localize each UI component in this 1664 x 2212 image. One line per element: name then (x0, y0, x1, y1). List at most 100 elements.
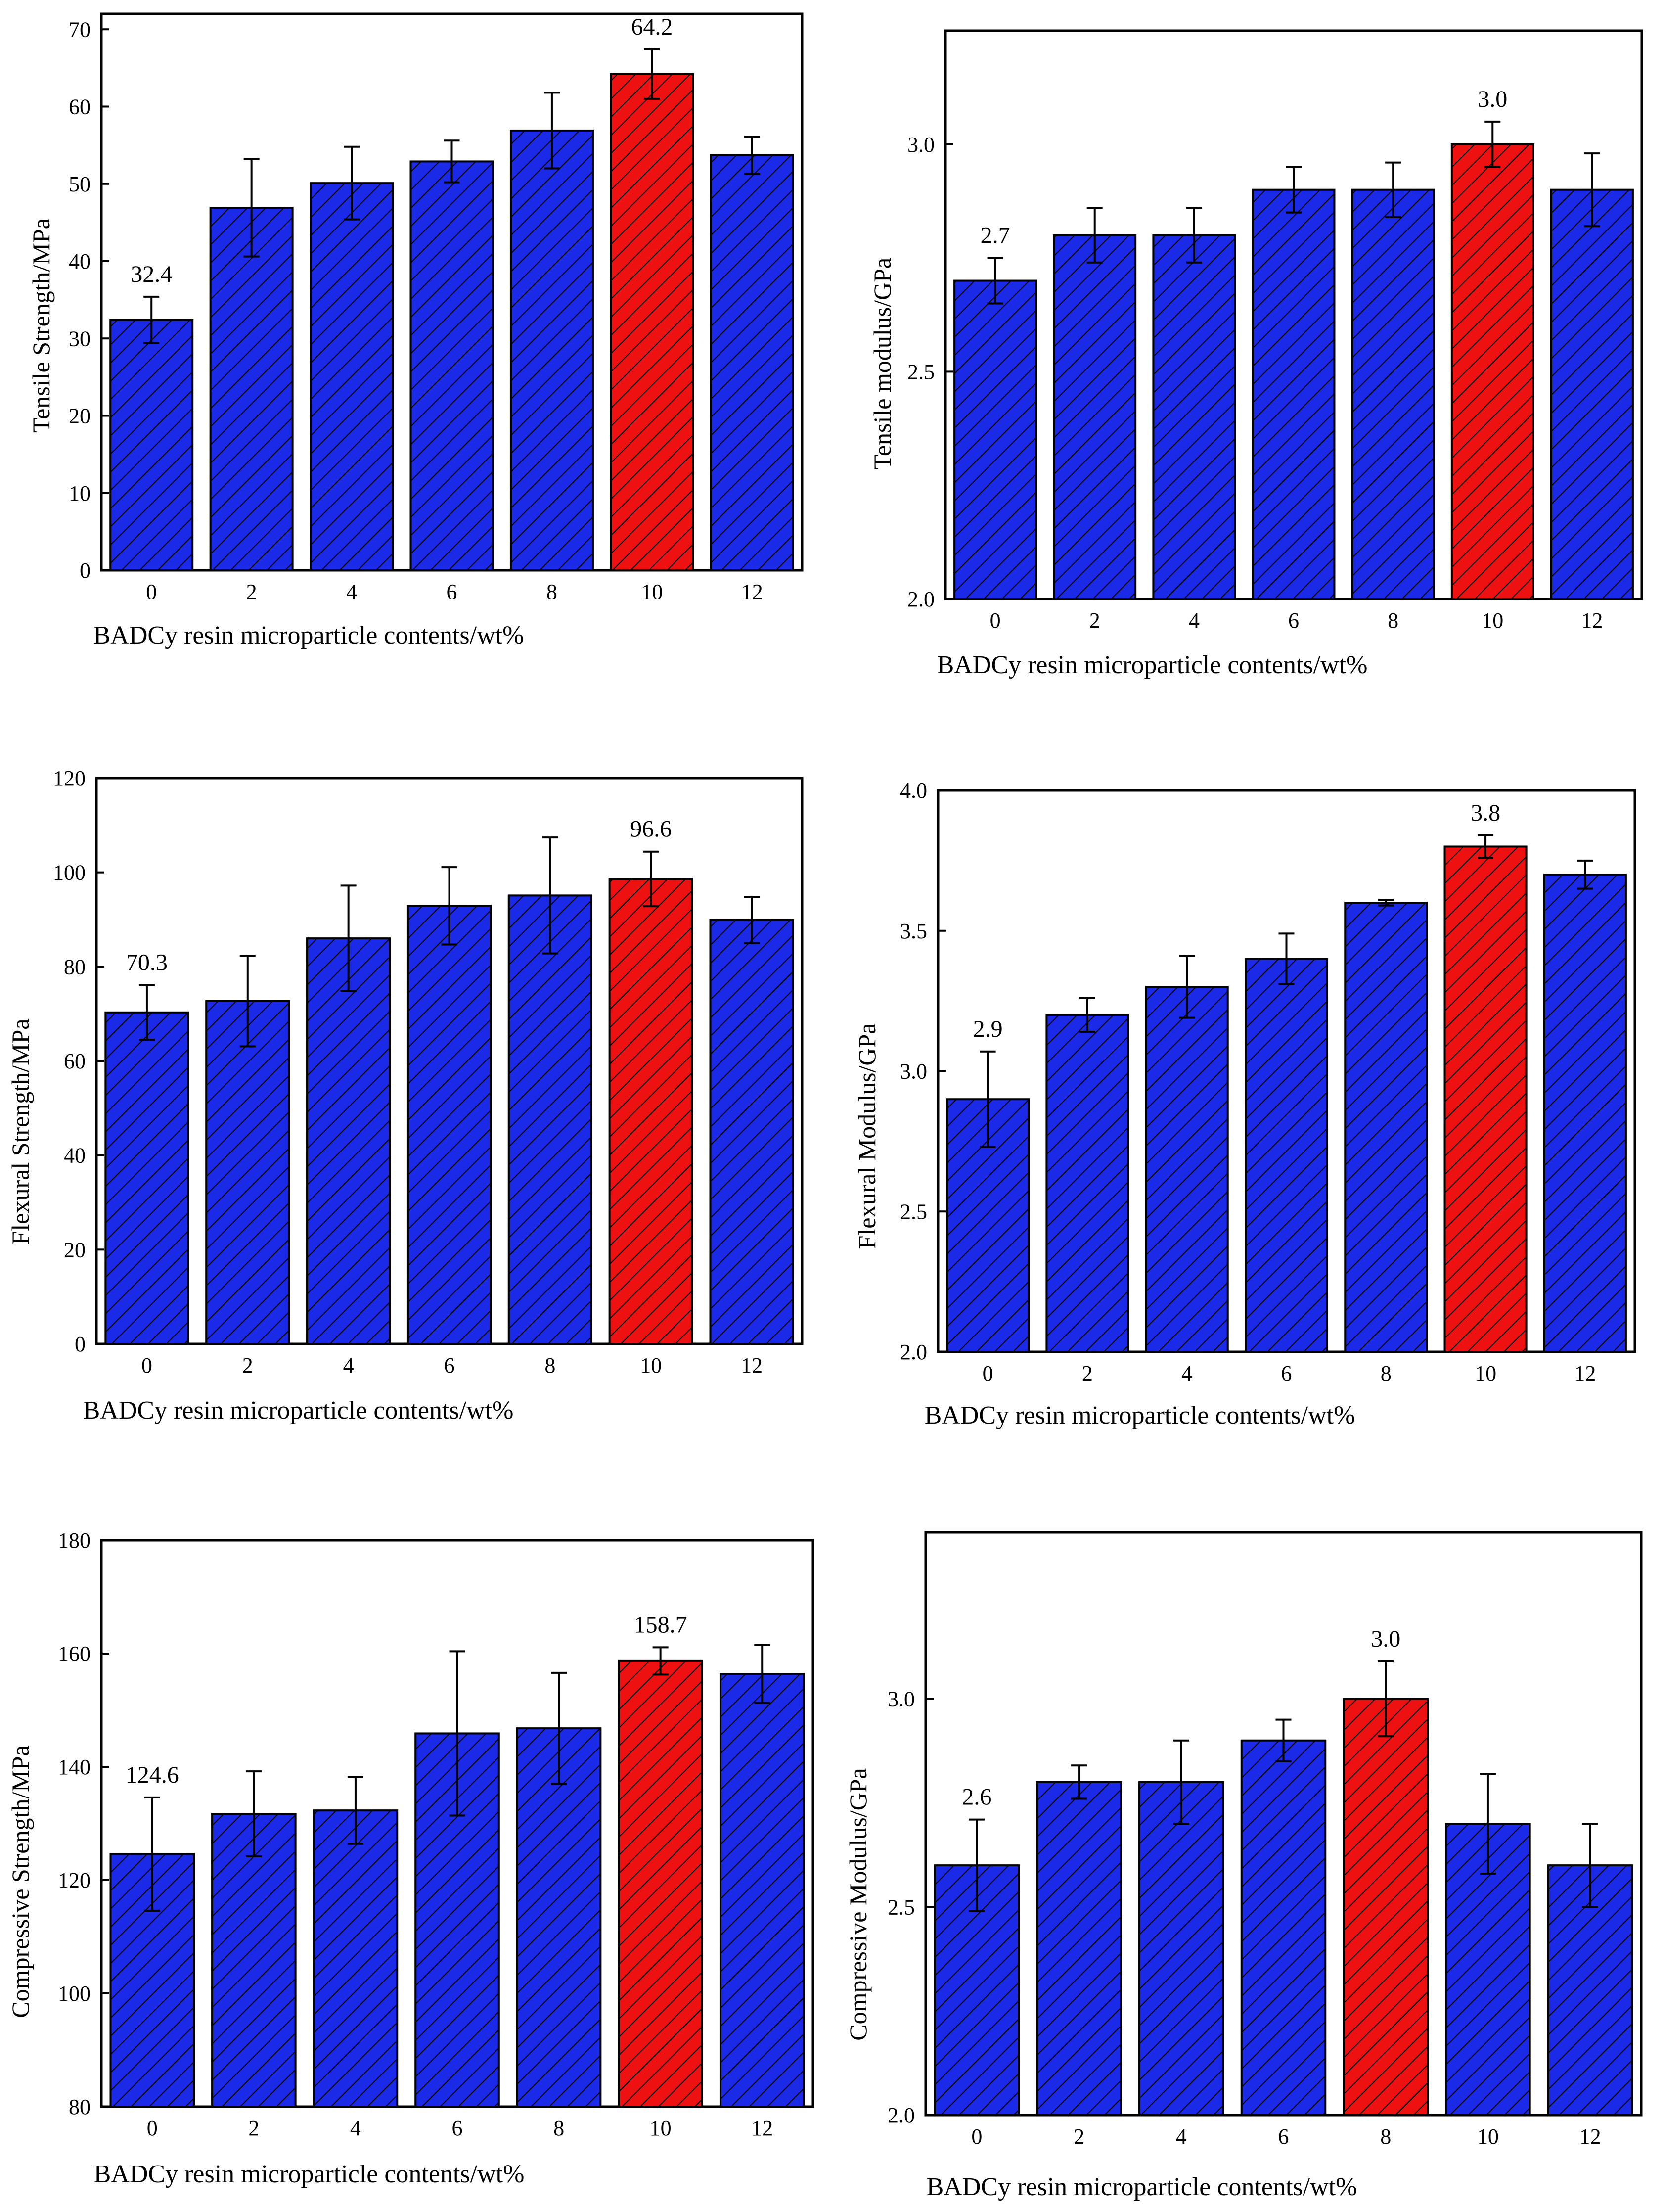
panel-compressive-strength-ytick-label: 140 (58, 1755, 90, 1779)
panel-tensile-strength-ytick-label: 60 (69, 95, 90, 119)
panel-compressive-strength-xtick-label: 6 (452, 2116, 463, 2140)
panel-tensile-modulus-xtick-label: 4 (1189, 608, 1200, 633)
panel-compressive-modulus-bar-hatch (1343, 1698, 1429, 2117)
panel-tensile-strength-xtick-label: 12 (741, 580, 763, 604)
panel-flexural-modulus-bar-hatch (1244, 958, 1329, 1353)
panel-flexural-strength-ytick-label: 100 (53, 861, 86, 885)
panel-compressive-strength-ylabel: Compressive Strength/MPa (6, 1745, 34, 2018)
panel-flexural-strength-bar-hatch (306, 937, 391, 1345)
panel-flexural-modulus-ytick-label: 3.5 (900, 919, 927, 943)
panel-flexural-modulus-ytick-label: 3.0 (900, 1060, 927, 1084)
panel-tensile-strength-bar-hatch (710, 154, 794, 571)
panel-compressive-modulus-ylabel: Compressive Modulus/GPa (844, 1768, 872, 2040)
panel-flexural-modulus-xlabel: BADCy resin microparticle contents/wt% (925, 1401, 1355, 1429)
panel-flexural-modulus-bar-hatch (1443, 845, 1528, 1353)
panel-compressive-modulus-xtick-label: 4 (1176, 2124, 1187, 2149)
panel-flexural-strength-xtick-label: 0 (141, 1353, 152, 1378)
panel-flexural-strength-ytick-label: 80 (64, 955, 86, 979)
panel-flexural-modulus-bar-hatch (1344, 902, 1428, 1353)
panel-flexural-strength-ytick-label: 40 (64, 1144, 86, 1168)
panel-tensile-modulus-bar-hatch (1252, 188, 1336, 600)
panel-flexural-modulus-value-label: 3.8 (1471, 800, 1500, 826)
panel-tensile-strength-ytick-label: 40 (69, 249, 90, 274)
panel-tensile-modulus: Tensile modulus/GPa BADCy resin micropar… (868, 258, 1367, 679)
panel-compressive-modulus-plot: 2.0 2.5 3.0 0 2.6 2 4 6 8 3.0 10 12 (888, 1531, 1643, 2149)
panel-tensile-modulus-value-label: 2.7 (981, 223, 1010, 249)
panel-tensile-modulus-xtick-label: 10 (1482, 608, 1503, 633)
panel-compressive-modulus: Compressive Modulus/GPa BADCy resin micr… (844, 1768, 1357, 2201)
panel-tensile-modulus-bar-hatch (1053, 234, 1137, 600)
panel-flexural-strength: Flexural Strength/MPa BADCy resin microp… (6, 1019, 513, 1425)
panel-tensile-strength-plot: 0 10 20 30 40 50 60 70 0 32.4 2 4 6 8 10 64.2 12 (69, 12, 804, 604)
panel-compressive-strength-value-label: 158.7 (634, 1612, 687, 1638)
panel-flexural-modulus-xtick-label: 0 (983, 1361, 993, 1385)
panel-tensile-modulus-ytick-label: 3.0 (907, 133, 935, 157)
panel-compressive-modulus-xtick-label: 0 (971, 2124, 982, 2149)
panel-flexural-strength-xtick-label: 12 (741, 1353, 763, 1378)
panel-flexural-strength-xtick-label: 8 (544, 1353, 555, 1378)
panel-flexural-strength-xtick-label: 6 (444, 1353, 455, 1378)
panel-tensile-modulus-xtick-label: 2 (1089, 608, 1100, 633)
panel-flexural-modulus-xtick-label: 2 (1082, 1361, 1093, 1385)
panel-flexural-modulus-bar-hatch (1145, 986, 1229, 1353)
panel-compressive-strength: Compressive Strength/MPa BADCy resin mic… (6, 1745, 524, 2188)
panel-flexural-modulus-bar-hatch (1543, 874, 1627, 1353)
panel-tensile-strength-bar-hatch (310, 182, 394, 571)
panel-compressive-modulus-xlabel: BADCy resin microparticle contents/wt% (927, 2173, 1357, 2201)
panel-compressive-strength-xtick-label: 2 (248, 2116, 259, 2140)
panel-flexural-strength-bar-hatch (205, 1000, 290, 1345)
panel-flexural-modulus-ytick-label: 4.0 (900, 779, 927, 803)
panel-tensile-modulus-ytick-label: 2.5 (907, 360, 935, 384)
panel-tensile-modulus-xtick-label: 8 (1388, 608, 1398, 633)
panel-flexural-modulus-value-label: 2.9 (973, 1016, 1003, 1042)
panel-compressive-strength-ytick-label: 180 (58, 1528, 90, 1553)
panel-compressive-modulus-xtick-label: 12 (1579, 2124, 1601, 2149)
panel-flexural-modulus-xtick-label: 12 (1574, 1361, 1596, 1385)
panel-tensile-strength-ytick-label: 70 (69, 17, 90, 42)
panel-compressive-strength-xtick-label: 8 (553, 2116, 564, 2140)
panel-tensile-strength-value-label: 64.2 (631, 14, 673, 40)
panel-flexural-strength-xlabel: BADCy resin microparticle contents/wt% (83, 1396, 514, 1425)
panel-flexural-strength-xtick-label: 2 (242, 1353, 253, 1378)
panel-tensile-strength-bar-hatch (610, 73, 694, 571)
panel-tensile-modulus-xtick-label: 12 (1581, 608, 1603, 633)
panel-compressive-strength-bar-hatch (109, 1853, 195, 2108)
panel-flexural-modulus: Flexural Modulus/GPa BADCy resin micropa… (853, 1023, 1355, 1429)
panel-tensile-modulus-bar-hatch (1351, 188, 1435, 600)
panel-tensile-modulus-ytick-label: 2.0 (907, 587, 935, 611)
panel-flexural-modulus-xtick-label: 4 (1181, 1361, 1192, 1385)
panel-tensile-strength: Tensile Strength/MPa BADCy resin micropa… (27, 218, 524, 649)
panel-flexural-strength-ytick-label: 0 (75, 1332, 86, 1356)
panel-flexural-modulus-ylabel: Flexural Modulus/GPa (853, 1023, 881, 1249)
panel-compressive-modulus-value-label: 3.0 (1371, 1626, 1400, 1652)
panel-compressive-strength-xtick-label: 12 (751, 2116, 773, 2140)
panel-compressive-strength-xlabel: BADCy resin microparticle contents/wt% (94, 2160, 525, 2188)
panel-flexural-modulus-plot: 2.0 2.5 3.0 3.5 4.0 0 2.9 2 4 6 8 10 3.8 12 (900, 779, 1636, 1385)
panel-flexural-modulus-bar-hatch (1045, 1014, 1129, 1353)
panel-tensile-modulus-value-label: 3.0 (1478, 86, 1507, 112)
panel-compressive-strength-xtick-label: 0 (147, 2116, 158, 2140)
panel-flexural-strength-bar-hatch (709, 919, 794, 1345)
panel-compressive-strength-value-label: 124.6 (126, 1762, 179, 1788)
panel-tensile-strength-ytick-label: 50 (69, 172, 90, 196)
panel-compressive-strength-ytick-label: 160 (58, 1642, 90, 1666)
panel-tensile-strength-ytick-label: 10 (69, 481, 90, 506)
panel-tensile-strength-xlabel: BADCy resin microparticle contents/wt% (93, 621, 524, 649)
panel-compressive-strength-ytick-label: 80 (69, 2095, 90, 2119)
panel-compressive-strength-ytick-label: 120 (58, 1868, 90, 1892)
panel-tensile-strength-bar-hatch (409, 160, 494, 571)
panel-flexural-strength-bar-hatch (406, 905, 492, 1345)
panel-compressive-strength-ytick-label: 100 (58, 1982, 90, 2006)
panel-compressive-strength-xtick-label: 10 (650, 2116, 672, 2140)
panel-compressive-modulus-xtick-label: 8 (1380, 2124, 1391, 2149)
panel-tensile-modulus-bar-hatch (1550, 188, 1634, 600)
panel-tensile-strength-ylabel: Tensile Strength/MPa (27, 218, 55, 433)
panel-flexural-modulus-ytick-label: 2.5 (900, 1199, 927, 1224)
panel-tensile-strength-ytick-label: 30 (69, 326, 90, 351)
panel-tensile-strength-xtick-label: 2 (246, 580, 257, 604)
panel-compressive-modulus-ytick-label: 3.0 (888, 1687, 915, 1711)
panel-flexural-modulus-xtick-label: 10 (1475, 1361, 1496, 1385)
panel-tensile-strength-ytick-label: 0 (80, 558, 90, 583)
panel-tensile-modulus-xlabel: BADCy resin microparticle contents/wt% (937, 651, 1368, 679)
